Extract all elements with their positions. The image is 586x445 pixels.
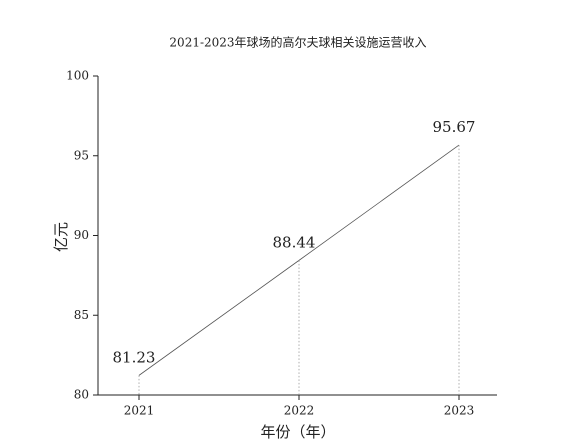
data-label: 95.67 xyxy=(433,118,476,136)
y-tick-label: 95 xyxy=(74,148,89,162)
x-tick-label: 2022 xyxy=(284,404,315,418)
chart-title: 2021-2023年球场的高尔夫球相关设施运营收入 xyxy=(169,35,426,50)
x-tick-label: 2021 xyxy=(124,404,155,418)
y-axis-label: 亿元 xyxy=(52,222,70,252)
y-tick-label: 90 xyxy=(74,228,89,242)
x-tick-label: 2023 xyxy=(444,404,475,418)
data-label: 88.44 xyxy=(273,233,316,251)
y-tick-label: 100 xyxy=(66,69,89,83)
y-tick-label: 85 xyxy=(74,308,89,322)
data-label: 81.23 xyxy=(113,348,156,366)
x-axis-label: 年份（年） xyxy=(260,423,335,441)
line xyxy=(138,144,460,376)
y-tick-label: 80 xyxy=(74,388,89,402)
